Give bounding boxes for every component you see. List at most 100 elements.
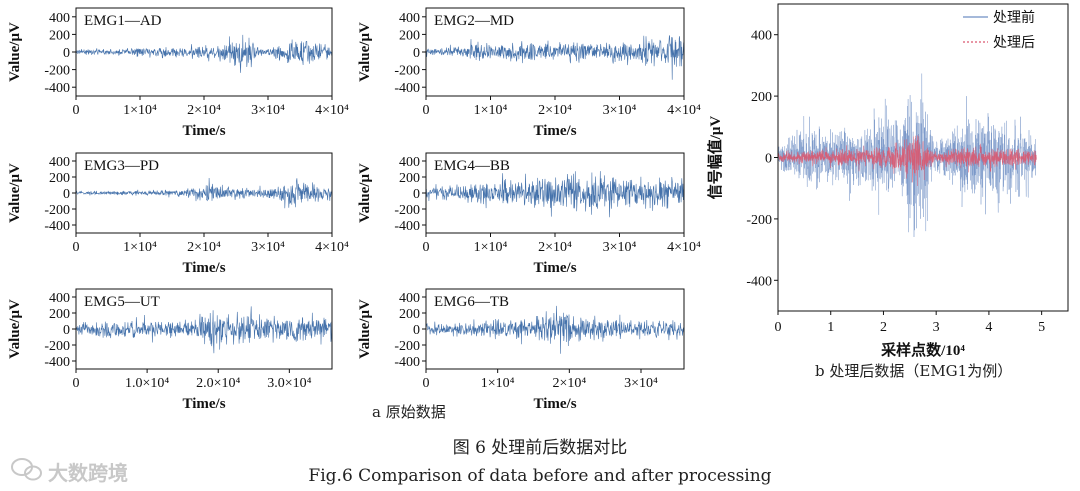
x-tick-label: 5 (1038, 320, 1045, 335)
y-tick-label: -400 (394, 355, 420, 370)
y-tick-label: 200 (399, 171, 420, 186)
y-axis-label: Value/μV (7, 299, 23, 359)
y-tick-label: 400 (49, 11, 70, 26)
y-tick-label: 200 (49, 307, 70, 322)
x-tick-label: 1×10⁴ (474, 240, 508, 255)
series-line-EMG3 (76, 177, 332, 209)
legend-label: 处理前 (993, 9, 1035, 26)
x-tick-label: 0 (775, 320, 782, 335)
x-tick-label: 1×10⁴ (474, 103, 508, 118)
y-tick-label: -400 (394, 81, 420, 96)
panel-title: EMG2—MD (434, 13, 514, 29)
y-tick-label: 200 (49, 171, 70, 186)
x-tick-label: 3×10⁴ (603, 240, 637, 255)
x-axis-label: Time/s (182, 260, 225, 276)
y-tick-label: -400 (44, 81, 70, 96)
x-tick-label: 4×10⁴ (667, 103, 701, 118)
y-tick-label: 0 (413, 46, 420, 61)
y-tick-label: 0 (63, 187, 70, 202)
y-tick-label: -200 (394, 203, 420, 218)
panel-title: EMG3—PD (84, 158, 159, 174)
x-tick-label: 4×10⁴ (667, 240, 701, 255)
y-tick-label: 400 (49, 155, 70, 170)
y-tick-label: 0 (63, 323, 70, 338)
panel-title: EMG4—BB (434, 158, 510, 174)
y-tick-label: 400 (399, 291, 420, 306)
x-tick-label: 2×10⁴ (538, 240, 572, 255)
x-tick-label: 3×10⁴ (251, 240, 285, 255)
y-tick-label: 0 (413, 323, 420, 338)
x-tick-label: 2×10⁴ (552, 376, 586, 391)
y-tick-label: -400 (394, 219, 420, 234)
y-axis-label: Value/μV (7, 22, 23, 82)
y-tick-label: 200 (399, 307, 420, 322)
x-axis-label: Time/s (182, 123, 225, 139)
legend-label: 处理后 (993, 35, 1035, 51)
x-axis-label: Time/s (533, 260, 576, 276)
wechat-bubbles-icon (11, 458, 42, 481)
panel-title: EMG5—UT (84, 294, 160, 310)
x-tick-label: 1×10⁴ (123, 103, 157, 118)
panel-title: EMG6—TB (434, 294, 509, 310)
x-tick-label: 2×10⁴ (187, 240, 221, 255)
x-axis-label: Time/s (533, 123, 576, 139)
chart-panel-7: 400 200 0 -200 -400 0 1 2 3 4 5 采样点数/10⁴ 信号幅值/μV 处理前处… (706, 3, 1069, 359)
y-tick-label: 400 (751, 29, 772, 44)
series-line-处理前 (778, 73, 1037, 238)
y-tick-label: 0 (63, 46, 70, 61)
x-tick-label: 2×10⁴ (538, 103, 572, 118)
x-tick-label: 0 (73, 103, 80, 118)
series-line-处理后 (778, 135, 1037, 187)
x-tick-label: 1.0×10⁴ (125, 376, 169, 391)
y-axis-label: Value/μV (357, 22, 373, 82)
x-tick-label: 3 (933, 320, 940, 335)
y-tick-label: 400 (399, 155, 420, 170)
series-line-EMG5 (76, 306, 332, 354)
x-axis-label: 采样点数/10⁴ (880, 341, 965, 359)
y-axis-label: Value/μV (357, 163, 373, 223)
series-line-EMG1 (76, 34, 332, 73)
series-line-EMG6 (426, 305, 684, 354)
x-tick-label: 2.0×10⁴ (196, 376, 240, 391)
y-tick-label: -400 (746, 274, 772, 289)
x-tick-label: 3.0×10⁴ (267, 376, 311, 391)
x-tick-label: 0 (423, 103, 430, 118)
y-tick-label: 0 (765, 152, 772, 167)
y-tick-label: -400 (44, 355, 70, 370)
y-tick-label: 200 (399, 28, 420, 43)
y-tick-label: -200 (394, 64, 420, 79)
series-line-EMG4 (426, 171, 684, 218)
x-tick-label: 4 (985, 320, 992, 335)
figure-caption-en: Fig.6 Comparison of data before and afte… (308, 466, 771, 486)
x-tick-label: 2 (880, 320, 887, 335)
y-tick-label: -200 (746, 213, 772, 228)
caption-sub-a: a 原始数据 (372, 403, 446, 421)
x-tick-label: 3×10⁴ (603, 103, 637, 118)
series-line-EMG2 (426, 35, 684, 80)
y-tick-label: 400 (399, 11, 420, 26)
y-tick-label: 0 (413, 187, 420, 202)
x-tick-label: 1 (827, 320, 834, 335)
x-tick-label: 0 (73, 240, 80, 255)
x-tick-label: 2×10⁴ (187, 103, 221, 118)
y-axis-label: Value/μV (357, 299, 373, 359)
x-tick-label: 3×10⁴ (624, 376, 658, 391)
y-tick-label: -400 (44, 219, 70, 234)
y-axis-label: Value/μV (7, 163, 23, 223)
y-axis-label: 信号幅值/μV (706, 116, 724, 200)
x-tick-label: 0 (423, 240, 430, 255)
y-tick-label: 200 (751, 90, 772, 105)
caption-sub-b: b 处理后数据（EMG1为例） (815, 362, 1012, 380)
watermark: 大数跨境 (11, 458, 128, 485)
y-tick-label: -200 (394, 339, 420, 354)
watermark-text: 大数跨境 (48, 461, 128, 485)
x-tick-label: 1×10⁴ (123, 240, 157, 255)
x-tick-label: 4×10⁴ (315, 103, 349, 118)
